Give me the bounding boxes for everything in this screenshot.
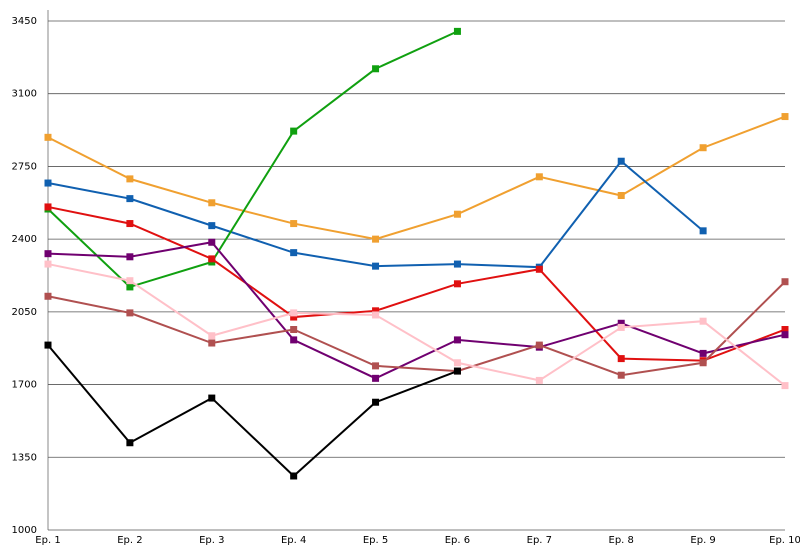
x-tick-label: Ep. 8	[609, 535, 634, 546]
data-point	[453, 260, 461, 268]
data-point	[290, 472, 298, 480]
data-point	[290, 326, 298, 334]
y-tick-label: 1000	[12, 525, 37, 536]
x-tick-label: Ep. 3	[199, 535, 224, 546]
data-point	[699, 349, 707, 357]
data-point	[290, 249, 298, 257]
data-point	[699, 227, 707, 235]
data-point	[126, 220, 134, 228]
data-point	[453, 367, 461, 375]
data-point	[699, 359, 707, 367]
x-tick-label: Ep. 9	[690, 535, 715, 546]
data-point	[535, 173, 543, 181]
data-point	[126, 309, 134, 317]
series-line	[47, 281, 786, 377]
y-tick-label: 3450	[12, 16, 37, 27]
data-point	[44, 179, 52, 187]
data-point	[617, 355, 625, 363]
series-line	[47, 205, 786, 362]
series-line	[47, 159, 704, 269]
x-tick-label: Ep. 10	[769, 535, 800, 546]
data-point	[699, 317, 707, 325]
series-line	[47, 263, 786, 387]
data-point	[44, 341, 52, 349]
data-point	[781, 331, 789, 339]
data-point	[699, 144, 707, 152]
data-point	[44, 133, 52, 141]
data-point	[290, 313, 298, 321]
series-line	[47, 30, 458, 289]
data-point	[372, 262, 380, 270]
y-tick-label: 2750	[12, 161, 37, 172]
x-tick-label: Ep. 4	[281, 535, 306, 546]
data-point	[535, 376, 543, 384]
data-point	[290, 309, 298, 317]
data-point	[453, 280, 461, 288]
series-line	[47, 115, 786, 241]
data-point	[372, 235, 380, 243]
x-tick-label: Ep. 7	[527, 535, 552, 546]
data-point	[208, 394, 216, 402]
data-point	[208, 238, 216, 246]
data-point	[126, 283, 134, 291]
data-point	[208, 332, 216, 340]
data-point	[372, 398, 380, 406]
y-tick-label: 2400	[12, 234, 37, 245]
data-point	[126, 175, 134, 183]
data-point	[535, 341, 543, 349]
x-tick-label: Ep. 1	[35, 535, 60, 546]
data-point	[781, 278, 789, 286]
x-tick-label: Ep. 2	[117, 535, 142, 546]
data-point	[44, 250, 52, 258]
data-point	[44, 260, 52, 268]
data-point	[290, 336, 298, 344]
data-point	[208, 222, 216, 230]
x-tick-label: Ep. 5	[363, 535, 388, 546]
series-line	[47, 241, 786, 380]
data-point	[44, 292, 52, 300]
data-point	[617, 371, 625, 379]
x-tick-label: Ep. 6	[445, 535, 470, 546]
y-tick-label: 1700	[12, 380, 37, 391]
data-point	[781, 382, 789, 390]
data-point	[290, 220, 298, 228]
data-point	[126, 277, 134, 285]
data-point	[617, 157, 625, 165]
data-point	[453, 359, 461, 367]
data-point	[290, 127, 298, 135]
data-point	[781, 113, 789, 121]
data-point	[208, 199, 216, 207]
data-point	[781, 326, 789, 334]
data-point	[535, 265, 543, 273]
data-point	[372, 311, 380, 319]
series-line	[47, 344, 458, 478]
data-point	[617, 323, 625, 331]
data-point	[453, 336, 461, 344]
y-tick-label: 3100	[12, 89, 37, 100]
data-point	[372, 307, 380, 315]
data-point	[372, 374, 380, 382]
data-point	[617, 319, 625, 327]
data-point	[453, 210, 461, 218]
data-point	[126, 439, 134, 447]
data-point	[372, 362, 380, 370]
y-tick-label: 1350	[12, 452, 37, 463]
data-point	[208, 339, 216, 347]
data-point	[44, 203, 52, 211]
data-point	[208, 255, 216, 263]
y-tick-label: 2050	[12, 307, 37, 318]
data-point	[372, 65, 380, 73]
data-point	[126, 253, 134, 261]
data-point	[126, 195, 134, 203]
data-point	[617, 192, 625, 200]
data-point	[453, 27, 461, 35]
